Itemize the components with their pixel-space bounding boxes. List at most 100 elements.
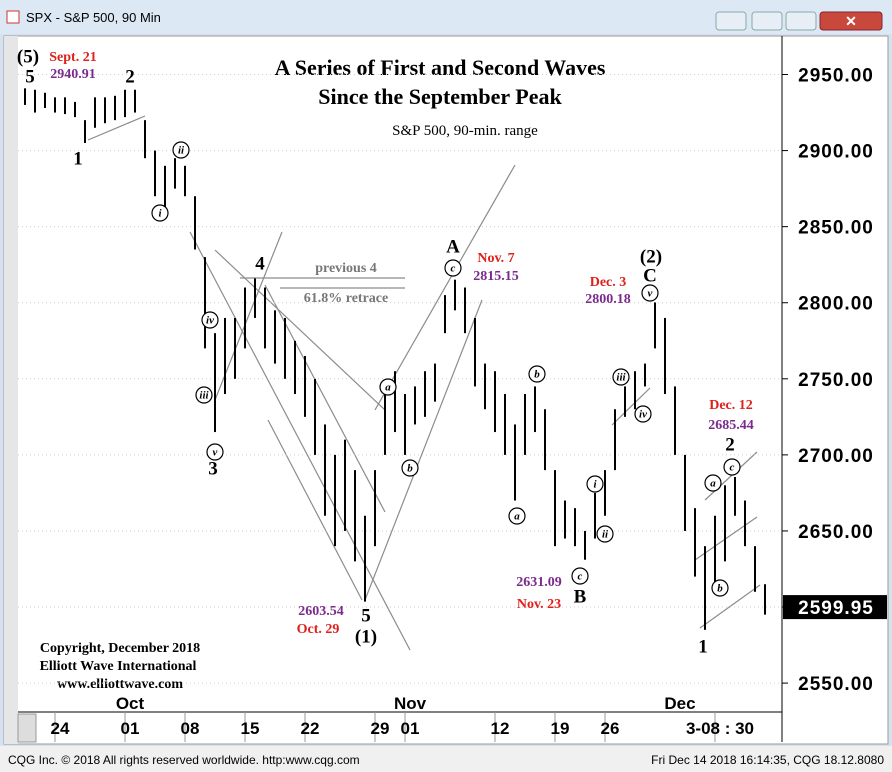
last-price-box [783, 595, 887, 620]
wave-label: B [574, 586, 587, 607]
trend-line [364, 299, 483, 601]
x-group-label: Nov [394, 694, 427, 713]
last-price-label: 2599.95 [798, 598, 874, 619]
y-tick-label: 2700.00 [798, 446, 874, 467]
circled-label: b [711, 579, 729, 597]
circled-label-text: a [514, 511, 520, 523]
callout-price: 2603.54 [298, 604, 344, 619]
circled-label-text: c [451, 263, 456, 275]
label-circle [723, 458, 741, 476]
callout-date: Nov. 23 [517, 597, 561, 612]
circled-label: iv [201, 311, 219, 329]
circled-label: a [379, 378, 397, 396]
trend-line [214, 249, 386, 411]
circled-label: ii [172, 141, 190, 159]
callout-date: Oct. 29 [297, 622, 340, 637]
circled-label-text: iv [639, 409, 647, 421]
trend-line [704, 451, 758, 501]
circled-label: b [528, 365, 546, 383]
trend-line [374, 164, 516, 411]
x-tick-label: 01 [121, 719, 140, 738]
circled-label-text: ii [602, 529, 609, 541]
label-circle [704, 474, 722, 492]
copyright: Elliott Wave International [40, 659, 197, 674]
pin-button[interactable] [715, 11, 747, 31]
circled-label: a [704, 474, 722, 492]
circled-label: iii [195, 386, 213, 404]
wave-label: 1 [698, 636, 708, 657]
trend-line [214, 231, 283, 401]
y-tick-label: 2950.00 [798, 66, 874, 87]
circled-label-text: i [158, 208, 162, 220]
label-circle [571, 567, 589, 585]
x-tick-label: 15 [241, 719, 260, 738]
maximize-button[interactable] [785, 11, 817, 31]
x-tick-label: 12 [491, 719, 510, 738]
y-tick-label: 2550.00 [798, 674, 874, 695]
x-tick-label: 01 [401, 719, 420, 738]
label-circle [528, 365, 546, 383]
copyright: www.elliottwave.com [57, 677, 183, 692]
x-tick-label: 19 [551, 719, 570, 738]
x-tick-label: 26 [601, 719, 620, 738]
callout-price: 2631.09 [516, 575, 562, 590]
circled-label-text: b [717, 583, 723, 595]
chart-panel [3, 35, 889, 745]
label-circle [711, 579, 729, 597]
y-tick-label: 2850.00 [798, 218, 874, 239]
circled-label: v [206, 443, 224, 461]
callout-price: 2940.91 [50, 67, 96, 82]
label-circle [379, 378, 397, 396]
close-button[interactable] [819, 11, 883, 31]
x-tick-label: 22 [301, 719, 320, 738]
circled-label: c [444, 259, 462, 277]
circled-label-text: iii [616, 372, 626, 384]
wave-label: 5 [361, 605, 371, 626]
wave-label: (5) [17, 46, 39, 67]
app-icon [6, 10, 20, 24]
circled-label: i [151, 204, 169, 222]
callout-date: Nov. 7 [477, 251, 514, 266]
circled-label: v [641, 284, 659, 302]
callout-price: 2815.15 [473, 269, 519, 284]
circled-label-text: v [648, 288, 653, 300]
x-tick-label: 08 [181, 719, 200, 738]
x-group-label: Oct [116, 694, 145, 713]
callout-price: 2685.44 [708, 418, 754, 433]
label-circle [401, 459, 419, 477]
status-right: Fri Dec 14 2018 16:14:35, CQG 18.12.8080 [651, 753, 884, 767]
copyright: Copyright, December 2018 [40, 641, 200, 656]
circled-label-text: i [593, 479, 597, 491]
label-circle [634, 405, 652, 423]
wave-label: 5 [25, 66, 35, 87]
window-title: SPX - S&P 500, 90 Min [26, 10, 161, 25]
label-circle [612, 368, 630, 386]
wave-label: (2) [640, 246, 662, 267]
trend-line [189, 231, 411, 651]
label-circle [151, 204, 169, 222]
circled-label-text: b [407, 463, 413, 475]
status-bar [0, 746, 892, 772]
circled-label-text: iv [206, 315, 214, 327]
circled-label: ii [596, 525, 614, 543]
circled-label: c [723, 458, 741, 476]
label-circle [586, 475, 604, 493]
left-strip [4, 36, 18, 744]
y-tick-label: 2900.00 [798, 142, 874, 163]
circled-label-text: a [710, 478, 716, 490]
status-left: CQG Inc. © 2018 All rights reserved worl… [8, 753, 360, 767]
circled-label: b [401, 459, 419, 477]
wave-label: A [446, 236, 460, 257]
circled-label-text: a [385, 382, 391, 394]
circled-label-text: ii [178, 145, 185, 157]
label-circle [641, 284, 659, 302]
label-circle [195, 386, 213, 404]
label-circle [201, 311, 219, 329]
scroll-box[interactable] [17, 713, 37, 743]
circled-label-text: b [534, 369, 540, 381]
circled-label: a [508, 507, 526, 525]
wave-label: (1) [355, 626, 377, 647]
note: previous 4 [315, 261, 377, 276]
minimize-button[interactable] [751, 11, 783, 31]
circled-label-text: v [213, 447, 218, 459]
